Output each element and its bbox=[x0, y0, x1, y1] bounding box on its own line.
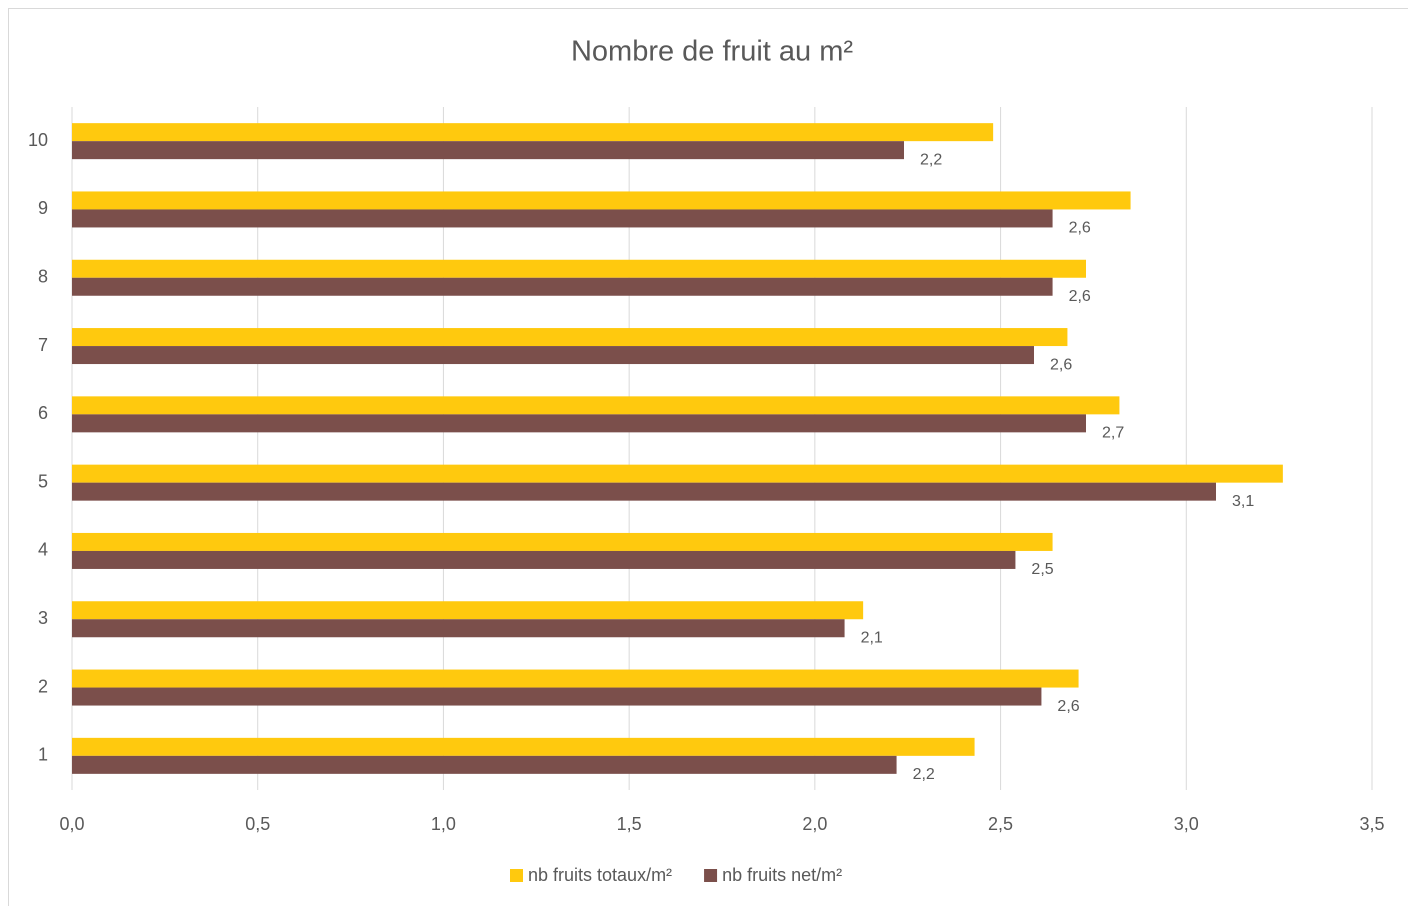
chart-title: Nombre de fruit au m² bbox=[571, 36, 853, 68]
data-label: 2,6 bbox=[1057, 698, 1079, 715]
data-label: 3,1 bbox=[1232, 493, 1254, 510]
y-tick-label: 9 bbox=[38, 198, 48, 218]
legend-swatch bbox=[704, 869, 718, 882]
data-label: 2,6 bbox=[1069, 220, 1091, 237]
bar bbox=[72, 414, 1086, 433]
bar bbox=[72, 669, 1079, 688]
bar bbox=[72, 123, 994, 142]
x-tick-label: 1,5 bbox=[617, 814, 642, 834]
bar bbox=[72, 737, 975, 756]
data-label: 2,1 bbox=[861, 629, 883, 646]
bar bbox=[72, 687, 1042, 706]
y-tick-label: 5 bbox=[38, 471, 48, 491]
x-tick-label: 3,0 bbox=[1174, 814, 1199, 834]
bar bbox=[72, 532, 1053, 551]
y-tick-label: 7 bbox=[38, 335, 48, 355]
x-tick-label: 2,0 bbox=[802, 814, 827, 834]
bar bbox=[72, 601, 864, 620]
x-tick-label: 3,5 bbox=[1359, 814, 1384, 834]
legend-swatch bbox=[510, 869, 523, 882]
legend-label: nb fruits net/m² bbox=[722, 865, 842, 885]
bar bbox=[72, 209, 1053, 228]
bar bbox=[72, 191, 1131, 210]
data-label: 2,2 bbox=[913, 766, 935, 783]
x-tick-label: 0,5 bbox=[245, 814, 270, 834]
bar bbox=[72, 141, 904, 160]
x-tick-label: 0,0 bbox=[59, 814, 84, 834]
bar bbox=[72, 482, 1216, 501]
bar bbox=[72, 550, 1016, 569]
bar bbox=[72, 277, 1053, 296]
bar bbox=[72, 464, 1283, 483]
bar bbox=[72, 396, 1120, 415]
y-tick-label: 4 bbox=[38, 540, 48, 560]
bar bbox=[72, 619, 845, 638]
y-tick-label: 3 bbox=[38, 608, 48, 628]
y-tick-label: 10 bbox=[28, 130, 48, 150]
legend-label: nb fruits totaux/m² bbox=[528, 865, 672, 885]
y-tick-label: 6 bbox=[38, 403, 48, 423]
bar bbox=[72, 328, 1068, 347]
data-label: 2,7 bbox=[1102, 425, 1124, 442]
data-label: 2,2 bbox=[920, 151, 942, 168]
x-tick-label: 1,0 bbox=[431, 814, 456, 834]
y-tick-label: 2 bbox=[38, 676, 48, 696]
y-tick-label: 1 bbox=[38, 745, 48, 765]
bar bbox=[72, 755, 897, 774]
data-label: 2,6 bbox=[1050, 356, 1072, 373]
x-tick-label: 2,5 bbox=[988, 814, 1013, 834]
bar bbox=[72, 259, 1086, 278]
bar bbox=[72, 346, 1034, 365]
data-label: 2,5 bbox=[1031, 561, 1053, 578]
data-label: 2,6 bbox=[1069, 288, 1091, 305]
y-tick-label: 8 bbox=[38, 267, 48, 287]
